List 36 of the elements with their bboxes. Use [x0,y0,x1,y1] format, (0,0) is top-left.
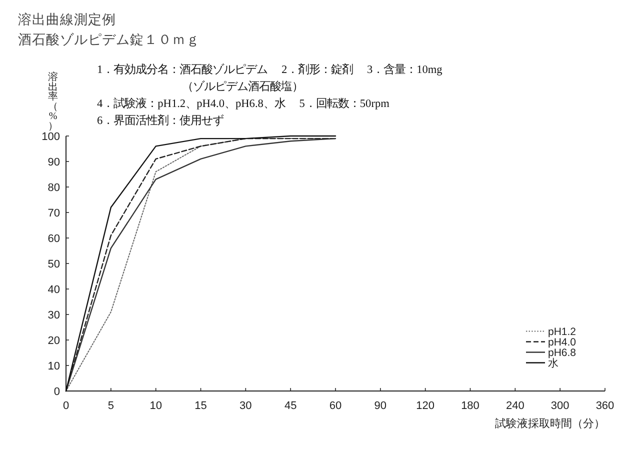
y-tick-label: 100 [42,131,60,143]
y-tick-label: 40 [48,284,60,296]
y-tick-label: 30 [48,310,60,322]
y-tick-label: 50 [48,258,60,270]
legend-label: pH1.2 [548,326,576,338]
y-tick-label: 10 [48,360,60,372]
x-axis-title: 試験液採取時間（分） [495,417,605,430]
y-tick-label: 70 [48,208,60,220]
x-tick-label: 60 [329,400,342,412]
x-tick-label: 240 [506,400,524,412]
x-tick-label: 5 [108,400,114,412]
x-tick-label: 300 [550,400,570,412]
x-tick-label: 10 [150,400,162,412]
y-tick-label: 60 [48,233,60,245]
y-tick-label: 20 [48,335,60,347]
legend-label: pH6.8 [548,347,576,360]
text: 4．試験液：pH1.2、pH4.0、pH6.8、水 5．回転数：50rpm [97,97,390,110]
text: 1．有効成分名：酒石酸ゾルピデム 2．剤形：錠剤 3．含量：10mg [97,63,443,76]
x-tick-label: 120 [416,400,435,412]
y-tick-label: 90 [48,156,60,168]
y-axis-title: 溶出率（%） [48,71,58,132]
chart-subtitle: 酒石酸ゾルピデム錠１０ｍｇ [18,32,200,47]
chart-title: 溶出曲線測定例 [18,12,116,27]
y-tick-label: 80 [48,182,60,194]
y-tick-label: 0 [54,386,60,398]
x-tick-label: 180 [461,400,480,412]
x-tick-label: 45 [284,400,297,412]
text: （ゾルピデム酒石酸塩） [182,80,303,93]
legend-label: 水 [548,356,559,370]
x-tick-label: 360 [596,400,614,412]
x-tick-label: 90 [374,400,387,412]
legend-label: pH4.0 [548,336,576,349]
x-tick-label: 30 [240,400,252,412]
text: 6．界面活性剤：使用せず [97,114,224,127]
x-tick-label: 0 [62,400,70,412]
x-tick-label: 15 [194,400,207,412]
